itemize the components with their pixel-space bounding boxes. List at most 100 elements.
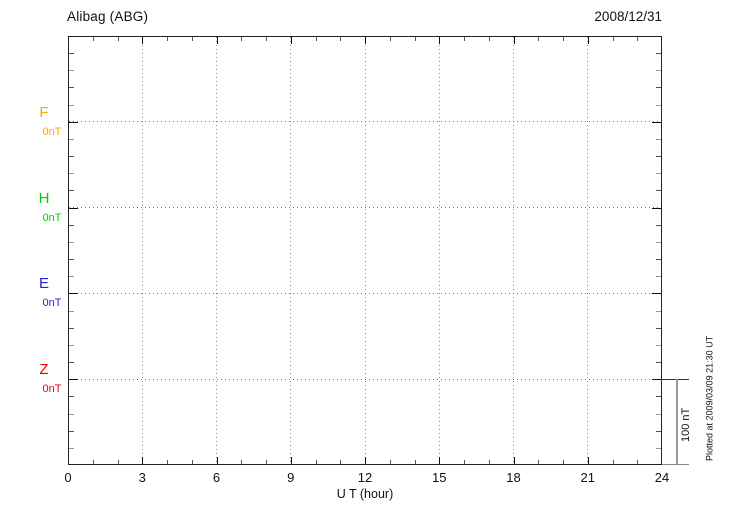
left-tick [69, 310, 74, 312]
x-tick-label: 21 [580, 470, 595, 485]
left-tick [69, 327, 74, 329]
channel-label-e: E [38, 275, 49, 293]
left-tick [69, 379, 78, 381]
plot-frame-top [68, 36, 662, 37]
top-tick [191, 37, 193, 41]
right-tick [656, 430, 661, 432]
plot-frame-left [68, 36, 69, 465]
bottom-tick [439, 457, 441, 464]
right-tick [652, 121, 661, 123]
left-tick [69, 121, 78, 123]
left-tick [69, 293, 78, 295]
left-tick [69, 344, 74, 346]
left-tick [69, 104, 74, 106]
bottom-tick [340, 460, 342, 464]
right-tick [656, 327, 661, 329]
left-tick [69, 190, 74, 192]
top-tick [439, 37, 441, 44]
right-tick [656, 362, 661, 364]
bottom-tick [142, 457, 144, 464]
right-tick [656, 344, 661, 346]
top-tick [513, 37, 515, 44]
top-tick [315, 37, 317, 41]
vertical-gridline [216, 37, 217, 464]
x-tick-label: 3 [138, 470, 146, 485]
right-tick [656, 156, 661, 158]
bottom-tick [92, 460, 94, 464]
right-tick [656, 447, 661, 449]
vertical-gridline [587, 37, 589, 464]
baseline-gridline [69, 121, 661, 123]
right-tick [656, 70, 661, 72]
left-tick [69, 173, 74, 175]
right-tick [656, 53, 661, 55]
channel-offset-label-z: 0nT [42, 383, 62, 396]
top-tick [563, 37, 564, 41]
bottom-tick [414, 460, 416, 464]
top-tick [414, 37, 416, 41]
bottom-tick [563, 460, 564, 464]
left-tick [69, 447, 74, 449]
top-tick [340, 37, 342, 41]
channel-offset-label-e: 0nT [42, 297, 62, 310]
plotted-at-note: Plotted at 2009/03/09 21:30 UT [704, 335, 715, 461]
bottom-tick [587, 457, 589, 464]
bottom-tick [191, 460, 193, 464]
top-tick [216, 37, 218, 44]
top-tick [117, 37, 119, 41]
bottom-tick [637, 460, 639, 464]
top-tick [612, 37, 614, 41]
bottom-tick [365, 457, 366, 464]
right-tick [656, 104, 661, 106]
baseline-gridline [69, 378, 661, 380]
left-tick [69, 207, 78, 209]
left-tick [69, 241, 74, 243]
right-tick [652, 379, 661, 381]
top-tick [587, 37, 589, 44]
vertical-gridline [141, 37, 143, 464]
date-label: 2008/12/31 [594, 9, 662, 24]
bottom-tick [290, 457, 292, 464]
left-tick [69, 224, 74, 226]
bottom-tick [315, 460, 317, 464]
x-tick-label: 18 [506, 470, 521, 485]
right-tick [656, 224, 661, 226]
left-tick [69, 276, 74, 278]
bottom-tick [612, 460, 614, 464]
bottom-tick [488, 460, 490, 464]
channel-offset-label-f: 0nT [42, 125, 62, 138]
right-tick [656, 413, 661, 415]
vertical-gridline [513, 37, 514, 464]
bottom-tick [216, 457, 218, 464]
x-tick-label: 15 [432, 470, 447, 485]
left-tick [69, 87, 74, 89]
right-tick [656, 259, 661, 261]
channel-label-z: Z [39, 361, 49, 379]
vertical-gridline [364, 37, 366, 464]
right-tick [656, 276, 661, 278]
plot-frame-right [661, 36, 662, 465]
right-tick [656, 173, 661, 175]
x-tick-label: 6 [212, 470, 221, 485]
x-tick-label: 24 [654, 470, 670, 485]
plot-area [68, 36, 662, 465]
channel-label-h: H [38, 189, 50, 207]
plot-frame-bottom [68, 464, 662, 465]
bottom-tick [538, 460, 540, 464]
right-tick [656, 190, 661, 192]
channel-offset-label-h: 0nT [42, 211, 62, 224]
right-tick [656, 396, 661, 398]
x-tick-label: 9 [287, 470, 295, 485]
vertical-gridline [290, 37, 292, 464]
left-tick [69, 138, 74, 140]
left-tick [69, 156, 74, 158]
bottom-tick [266, 460, 267, 464]
x-axis-title: U T (hour) [336, 487, 394, 501]
left-tick [69, 259, 74, 261]
top-tick [92, 37, 94, 41]
top-tick [142, 37, 144, 44]
bottom-tick [117, 460, 119, 464]
bottom-tick [513, 457, 515, 464]
right-tick [656, 310, 661, 312]
